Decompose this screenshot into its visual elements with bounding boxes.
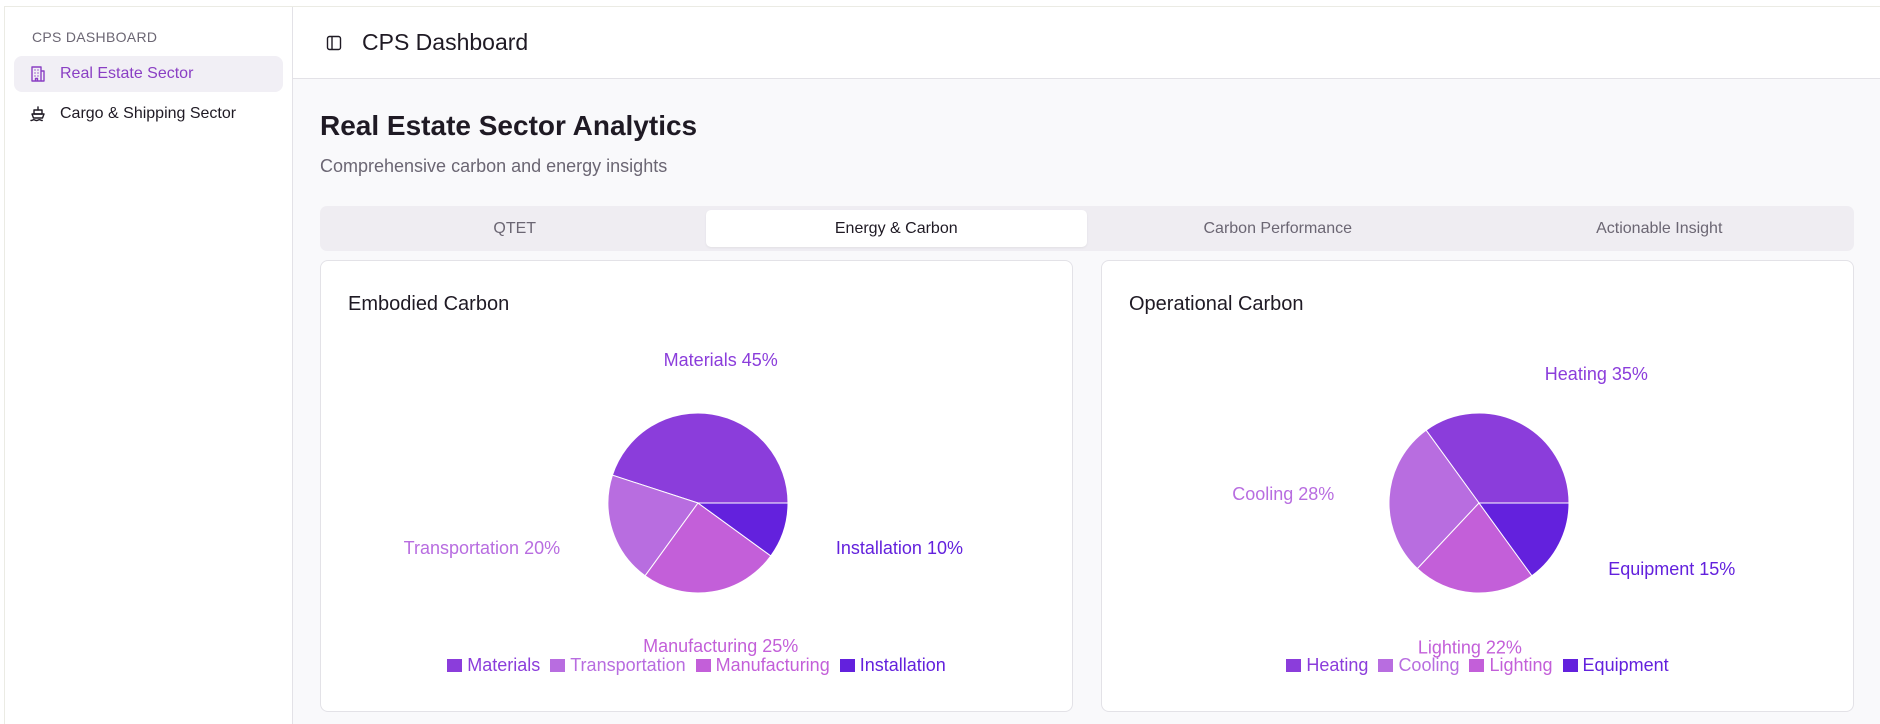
sidebar-item-real-estate[interactable]: Real Estate Sector bbox=[14, 56, 283, 92]
content: Real Estate Sector Analytics Comprehensi… bbox=[293, 79, 1880, 712]
tab-bar: QTET Energy & Carbon Carbon Performance … bbox=[320, 206, 1854, 251]
legend-item-heating[interactable]: Heating bbox=[1286, 655, 1368, 676]
pie-slice-heating[interactable] bbox=[1425, 412, 1570, 504]
legend-swatch bbox=[1286, 659, 1302, 672]
legend-label: Transportation bbox=[570, 655, 686, 675]
pie-slice-cooling[interactable] bbox=[1388, 429, 1480, 570]
legend-item-materials[interactable]: Materials bbox=[447, 655, 540, 676]
tab-actionable-insight[interactable]: Actionable Insight bbox=[1596, 219, 1723, 237]
sidebar-item-label: Real Estate Sector bbox=[60, 65, 194, 82]
pie-label-lighting: Lighting 22% bbox=[1418, 638, 1522, 658]
tab-carbon-performance[interactable]: Carbon Performance bbox=[1203, 219, 1352, 237]
pie-slice-installation[interactable] bbox=[696, 502, 789, 557]
legend-item-transportation[interactable]: Transportation bbox=[550, 655, 686, 676]
legend-swatch bbox=[550, 659, 566, 672]
operational-carbon-pie: Heating 35% Cooling 28% Lighting 22% Equipm… bbox=[1232, 364, 1735, 658]
legend-item-manufacturing[interactable]: Manufacturing bbox=[695, 655, 830, 676]
sidebar: CPS DASHBOARD Real Estate Sector bbox=[5, 7, 293, 724]
pie-slice-materials[interactable] bbox=[611, 412, 789, 504]
sidebar-item-label: Cargo & Shipping Sector bbox=[60, 105, 237, 122]
legend-label: Heating bbox=[1306, 655, 1369, 675]
legend-label: Equipment bbox=[1582, 655, 1669, 675]
sidebar-toggle-icon bbox=[326, 35, 342, 50]
pie-label-heating: Heating 35% bbox=[1545, 364, 1648, 384]
pie-label-installation: Installation 10% bbox=[836, 538, 963, 558]
page-subtitle: Comprehensive carbon and energy insights bbox=[320, 156, 668, 176]
card-title: Operational Carbon bbox=[1129, 293, 1304, 315]
legend-swatch bbox=[695, 659, 711, 672]
operational-carbon-card: Operational Carbon Heating 35% Cooling 28… bbox=[1101, 260, 1854, 712]
legend-label: Materials bbox=[467, 655, 541, 675]
legend-swatch bbox=[1562, 659, 1578, 672]
pie-label-equipment: Equipment 15% bbox=[1608, 559, 1735, 579]
legend-swatch bbox=[839, 659, 855, 672]
pie-slice-transportation[interactable] bbox=[607, 474, 699, 577]
chart-cards: Embodied Carbon Materials 45% Transportat… bbox=[320, 260, 1854, 712]
sidebar-item-cargo-shipping[interactable]: Cargo & Shipping Sector bbox=[14, 96, 283, 132]
pie-slice-lighting[interactable] bbox=[1416, 502, 1533, 594]
card-title: Embodied Carbon bbox=[348, 293, 510, 315]
legend-item-lighting[interactable]: Lighting bbox=[1469, 655, 1553, 676]
embodied-carbon-card: Embodied Carbon Materials 45% Transportat… bbox=[320, 260, 1073, 712]
sidebar-toggle-button[interactable] bbox=[324, 33, 344, 53]
chart-legend: Materials Transportation Manufacturing Inst… bbox=[321, 655, 1072, 676]
ship-icon bbox=[29, 105, 47, 123]
legend-swatch bbox=[1378, 659, 1394, 672]
pie-slice-manufacturing[interactable] bbox=[644, 502, 772, 594]
legend-label: Lighting bbox=[1489, 655, 1553, 675]
legend-label: Manufacturing bbox=[715, 655, 830, 675]
app-title: CPS Dashboard bbox=[362, 29, 529, 55]
pie-label-materials: Materials 45% bbox=[664, 350, 778, 370]
legend-item-installation[interactable]: Installation bbox=[839, 655, 946, 676]
building-icon bbox=[29, 65, 47, 83]
tab-energy-carbon[interactable]: Energy & Carbon bbox=[705, 210, 1087, 247]
pie-slice-equipment[interactable] bbox=[1478, 502, 1570, 577]
legend-label: Cooling bbox=[1398, 655, 1460, 675]
chart-legend: Heating Cooling Lighting Equipment bbox=[1102, 655, 1853, 676]
pie-label-cooling: Cooling 28% bbox=[1232, 484, 1334, 504]
app-frame: CPS DASHBOARD Real Estate Sector bbox=[4, 6, 1880, 724]
sidebar-heading: CPS DASHBOARD bbox=[32, 29, 158, 45]
legend-item-cooling[interactable]: Cooling bbox=[1378, 655, 1459, 676]
pie-label-manufacturing: Manufacturing 25% bbox=[643, 636, 798, 656]
legend-item-equipment[interactable]: Equipment bbox=[1562, 655, 1669, 676]
tab-qtet[interactable]: QTET bbox=[493, 219, 537, 237]
page-title: Real Estate Sector Analytics bbox=[320, 110, 698, 141]
legend-label: Installation bbox=[859, 655, 946, 675]
main-area: CPS Dashboard Real Estate Sector Analyti… bbox=[293, 7, 1880, 724]
embodied-carbon-pie: Materials 45% Transportation 20% Manufactu… bbox=[404, 350, 963, 656]
legend-swatch bbox=[447, 659, 463, 672]
legend-swatch bbox=[1469, 659, 1485, 672]
topbar: CPS Dashboard bbox=[293, 7, 1880, 79]
pie-label-transportation: Transportation 20% bbox=[404, 538, 560, 558]
